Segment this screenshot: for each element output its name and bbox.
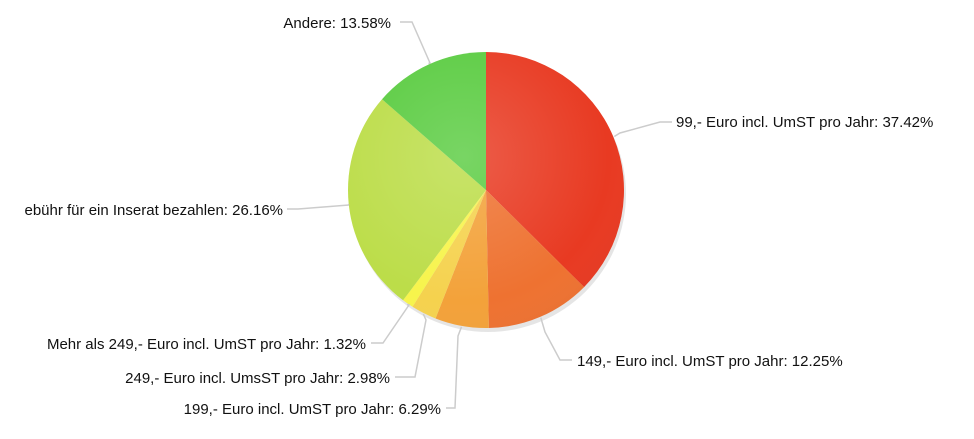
data-label-249-euro-incl-umsst-pro-jahr: 249,- Euro incl. UmsST pro Jahr: 2.98% bbox=[125, 370, 390, 387]
pie-highlight bbox=[348, 52, 624, 328]
data-labels: 99,- Euro incl. UmST pro Jahr: 37.42% 149… bbox=[24, 15, 933, 418]
leader-line-249-euro-incl-umsst-pro-jahr bbox=[395, 313, 427, 378]
pie-shading bbox=[348, 52, 624, 328]
data-label-149-euro-incl-umst-pro-jahr: 149,- Euro incl. UmST pro Jahr: 12.25% bbox=[577, 353, 843, 370]
data-label-andere: Andere: 13.58% bbox=[283, 15, 391, 32]
leader-line-andere bbox=[400, 21, 432, 65]
leader-line-99-euro-incl-umst-pro-jahr bbox=[613, 121, 672, 138]
leader-lines bbox=[287, 21, 672, 409]
data-label-mehr-als-249-euro-incl-umst-pro-jahr: Mehr als 249,- Euro incl. UmST pro Jahr:… bbox=[47, 336, 366, 353]
data-label-199-euro-incl-umst-pro-jahr: 199,- Euro incl. UmST pro Jahr: 6.29% bbox=[184, 401, 441, 418]
leader-line-mehr-als-249-euro-incl-umst-pro-jahr bbox=[371, 303, 411, 344]
leader-line-ebuehr-fuer-ein-inserat-bezahlen bbox=[287, 203, 350, 210]
data-label-ebuehr-fuer-ein-inserat-bezahlen: ebühr für ein Inserat bezahlen: 26.16% bbox=[24, 202, 283, 219]
data-label-99-euro-incl-umst-pro-jahr: 99,- Euro incl. UmST pro Jahr: 37.42% bbox=[676, 114, 933, 131]
leader-line-149-euro-incl-umst-pro-jahr bbox=[540, 317, 572, 361]
leader-line-199-euro-incl-umst-pro-jahr bbox=[446, 326, 463, 409]
